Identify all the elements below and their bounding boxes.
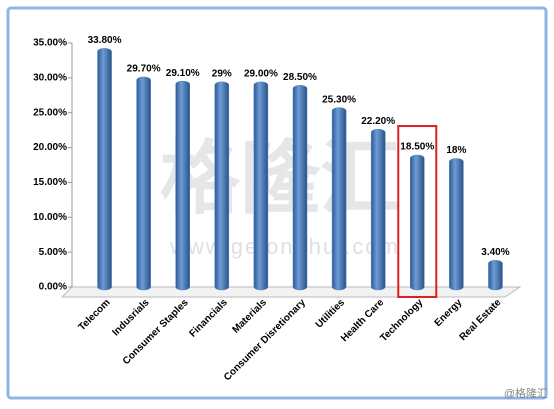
- y-tick-label: 30.00%: [33, 72, 67, 83]
- value-label: 29.10%: [166, 68, 200, 79]
- bar: [175, 80, 190, 291]
- bar: [292, 85, 308, 291]
- y-tick-label: 35.00%: [33, 38, 67, 49]
- bar: [410, 154, 425, 291]
- watermark-url: www.gelonghui.com: [169, 234, 400, 259]
- bar: [370, 128, 386, 291]
- y-tick-label: 15.00%: [33, 177, 67, 188]
- bar: [253, 81, 269, 291]
- value-label: 25.30%: [322, 94, 356, 105]
- value-label: 29%: [212, 68, 232, 79]
- value-label: 29.00%: [244, 68, 278, 79]
- value-label: 28.50%: [283, 72, 317, 83]
- bar: [97, 48, 112, 291]
- y-tick-label: 25.00%: [33, 107, 67, 118]
- value-label: 22.20%: [361, 116, 395, 127]
- bar: [331, 107, 347, 291]
- y-tick-label: 0.00%: [39, 282, 67, 293]
- bar: [214, 81, 230, 291]
- value-label: 33.80%: [88, 35, 122, 46]
- bar: [488, 260, 503, 291]
- value-label: 18%: [446, 145, 466, 156]
- credit: @格隆汇: [504, 386, 548, 400]
- y-tick-label: 10.00%: [33, 212, 67, 223]
- floor: [60, 286, 522, 298]
- value-label: 3.40%: [481, 247, 509, 258]
- y-tick-label: 5.00%: [39, 247, 67, 258]
- watermark: 格隆汇: [160, 134, 400, 223]
- value-label: 29.70%: [127, 64, 161, 75]
- value-label: 18.50%: [400, 142, 434, 153]
- bar: [449, 158, 464, 291]
- bar: [136, 76, 151, 291]
- highlight-box: [397, 125, 438, 299]
- y-tick-label: 20.00%: [33, 142, 67, 153]
